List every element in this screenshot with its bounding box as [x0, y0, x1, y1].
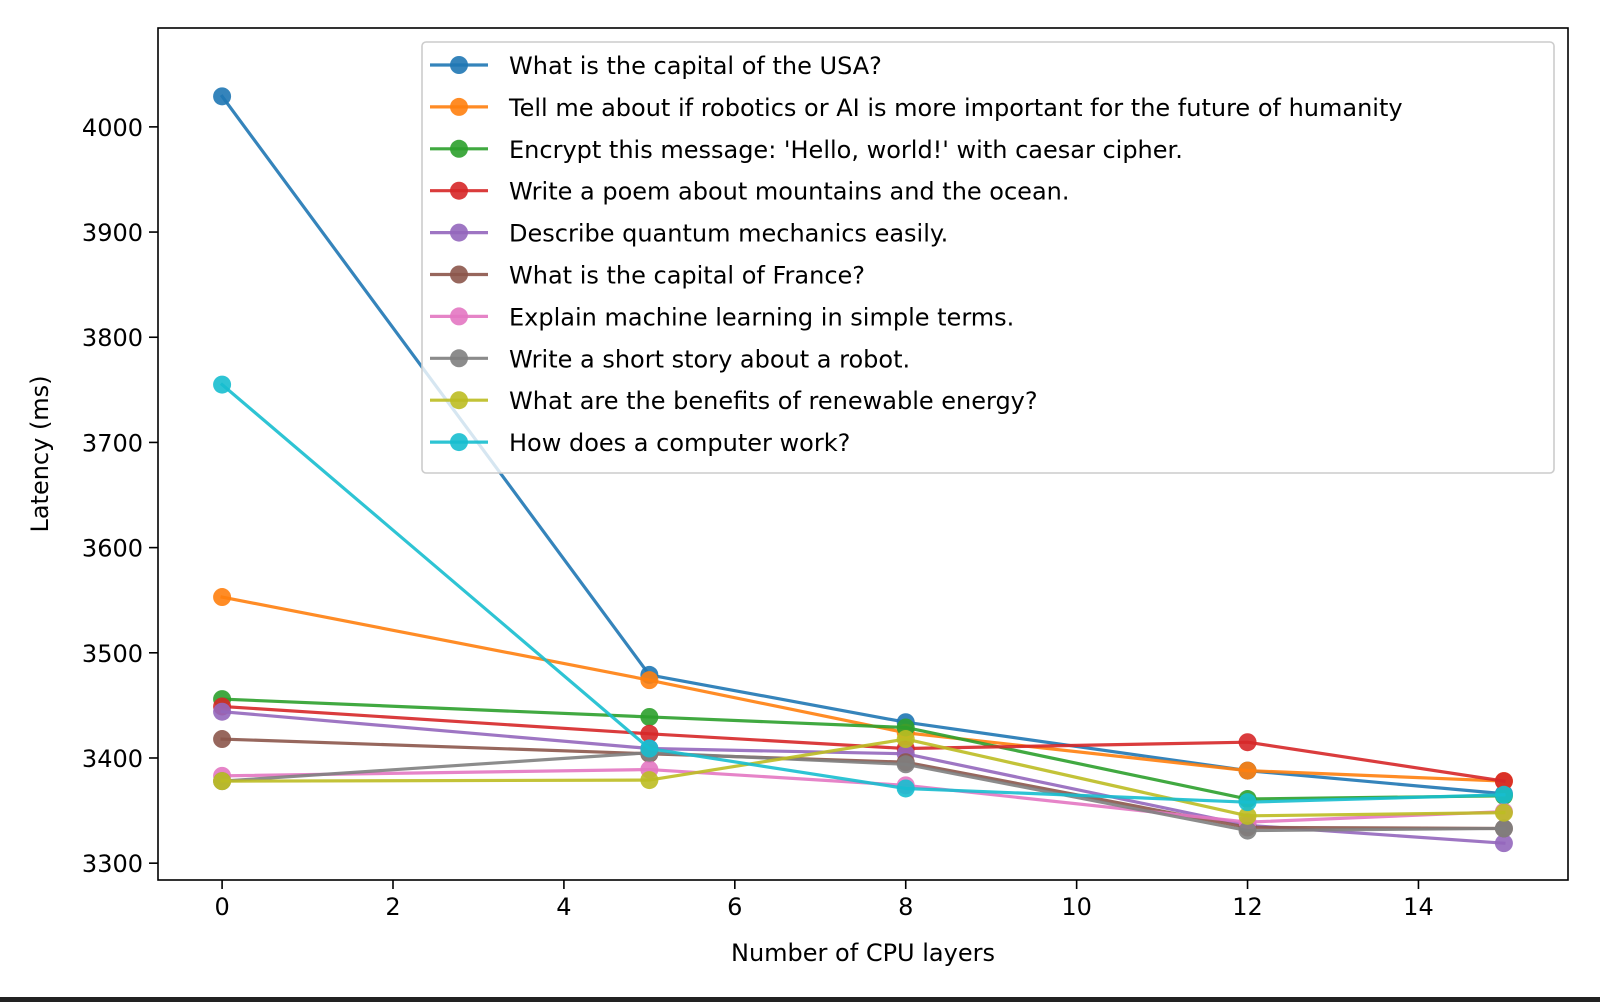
- data-point: [213, 375, 232, 394]
- legend-label: Describe quantum mechanics easily.: [509, 220, 948, 248]
- legend-item: Write a short story about a robot.: [430, 345, 910, 373]
- legend-label: Tell me about if robotics or AI is more …: [508, 94, 1403, 122]
- x-axis-ticks: 0 2 4 6 8 10 12 14: [214, 880, 1434, 921]
- x-tick-label: 8: [898, 893, 913, 921]
- data-point: [640, 739, 659, 758]
- x-tick-label: 14: [1403, 893, 1434, 921]
- data-point: [1238, 821, 1257, 840]
- x-tick-label: 6: [727, 893, 742, 921]
- legend-swatch-marker: [450, 391, 468, 410]
- data-point: [1238, 806, 1257, 825]
- legend-swatch-marker: [450, 433, 468, 452]
- data-point: [640, 707, 659, 726]
- series-layer: [213, 87, 1513, 853]
- data-point: [1238, 733, 1257, 752]
- legend-swatch-marker: [450, 181, 468, 200]
- legend-swatch-marker: [450, 223, 468, 242]
- series-8: [213, 743, 1513, 840]
- x-tick-label: 0: [214, 893, 229, 921]
- y-tick-label: 4000: [82, 114, 143, 142]
- data-point: [213, 730, 232, 749]
- y-tick-label: 3300: [82, 850, 143, 878]
- x-tick-label: 4: [556, 893, 571, 921]
- y-axis-ticks: 3300 3400 3500 3600 3700 3800 3900 4000: [82, 114, 158, 878]
- y-tick-label: 3400: [82, 745, 143, 773]
- legend-label: Encrypt this message: 'Hello, world!' wi…: [509, 136, 1183, 164]
- data-point: [896, 779, 915, 798]
- series-7: [213, 760, 1513, 832]
- legend: What is the capital of the USA? Tell me a…: [421, 41, 1555, 474]
- legend-swatch-marker: [450, 139, 468, 158]
- legend-swatch-marker: [450, 265, 468, 284]
- data-point: [213, 588, 232, 607]
- data-point: [1494, 803, 1513, 822]
- data-point: [640, 771, 659, 790]
- series-3: [213, 690, 1513, 809]
- data-point: [896, 755, 915, 774]
- x-tick-label: 10: [1061, 893, 1092, 921]
- legend-label: What is the capital of the USA?: [509, 52, 882, 80]
- plot-frame: [157, 27, 1569, 881]
- data-point: [213, 702, 232, 721]
- data-point: [640, 724, 659, 743]
- data-point: [640, 671, 659, 690]
- data-point: [1494, 819, 1513, 838]
- y-axis-title: Latency (ms): [26, 375, 54, 532]
- window-bottom-edge: [0, 997, 1600, 1002]
- legend-label: What are the benefits of renewable energ…: [509, 387, 1038, 415]
- data-point: [1494, 834, 1513, 853]
- y-tick-label: 3500: [82, 640, 143, 668]
- legend-item: Encrypt this message: 'Hello, world!' wi…: [430, 136, 1183, 164]
- legend-label: What is the capital of France?: [509, 262, 865, 290]
- legend-swatch-marker: [450, 97, 468, 116]
- legend-item: Describe quantum mechanics easily.: [430, 220, 948, 248]
- legend-item: How does a computer work?: [430, 429, 850, 457]
- legend-item: Tell me about if robotics or AI is more …: [430, 94, 1403, 122]
- legend-swatch-marker: [450, 307, 468, 326]
- data-point: [1494, 785, 1513, 804]
- y-tick-label: 3800: [82, 324, 143, 352]
- x-tick-label: 12: [1232, 893, 1263, 921]
- y-tick-label: 3600: [82, 535, 143, 563]
- legend-item: What is the capital of France?: [430, 262, 865, 290]
- x-axis-title: Number of CPU layers: [731, 939, 995, 967]
- data-point: [1238, 761, 1257, 780]
- legend-box: [421, 41, 1555, 474]
- legend-swatch-marker: [450, 56, 468, 74]
- legend-item: What are the benefits of renewable energ…: [430, 387, 1038, 415]
- data-point: [1494, 772, 1513, 791]
- legend-label: Write a short story about a robot.: [509, 345, 910, 373]
- y-tick-label: 3700: [82, 429, 143, 457]
- series-9: [213, 730, 1513, 825]
- data-point: [213, 772, 232, 791]
- legend-swatch-marker: [450, 349, 468, 368]
- data-point: [1238, 793, 1257, 812]
- legend-label: Write a poem about mountains and the oce…: [509, 178, 1070, 206]
- series-10: [213, 375, 1513, 812]
- legend-item: Write a poem about mountains and the oce…: [430, 178, 1070, 206]
- data-point: [896, 730, 915, 749]
- legend-label: Explain machine learning in simple terms…: [509, 303, 1014, 331]
- legend-label: How does a computer work?: [509, 429, 850, 457]
- legend-item: Explain machine learning in simple terms…: [430, 303, 1014, 331]
- data-point: [213, 87, 232, 106]
- legend-item: What is the capital of the USA?: [430, 52, 882, 80]
- x-tick-label: 2: [385, 893, 400, 921]
- y-tick-label: 3900: [82, 219, 143, 247]
